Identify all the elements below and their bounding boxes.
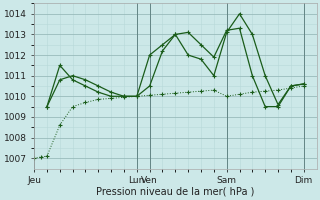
X-axis label: Pression niveau de la mer( hPa ): Pression niveau de la mer( hPa ) <box>96 187 254 197</box>
